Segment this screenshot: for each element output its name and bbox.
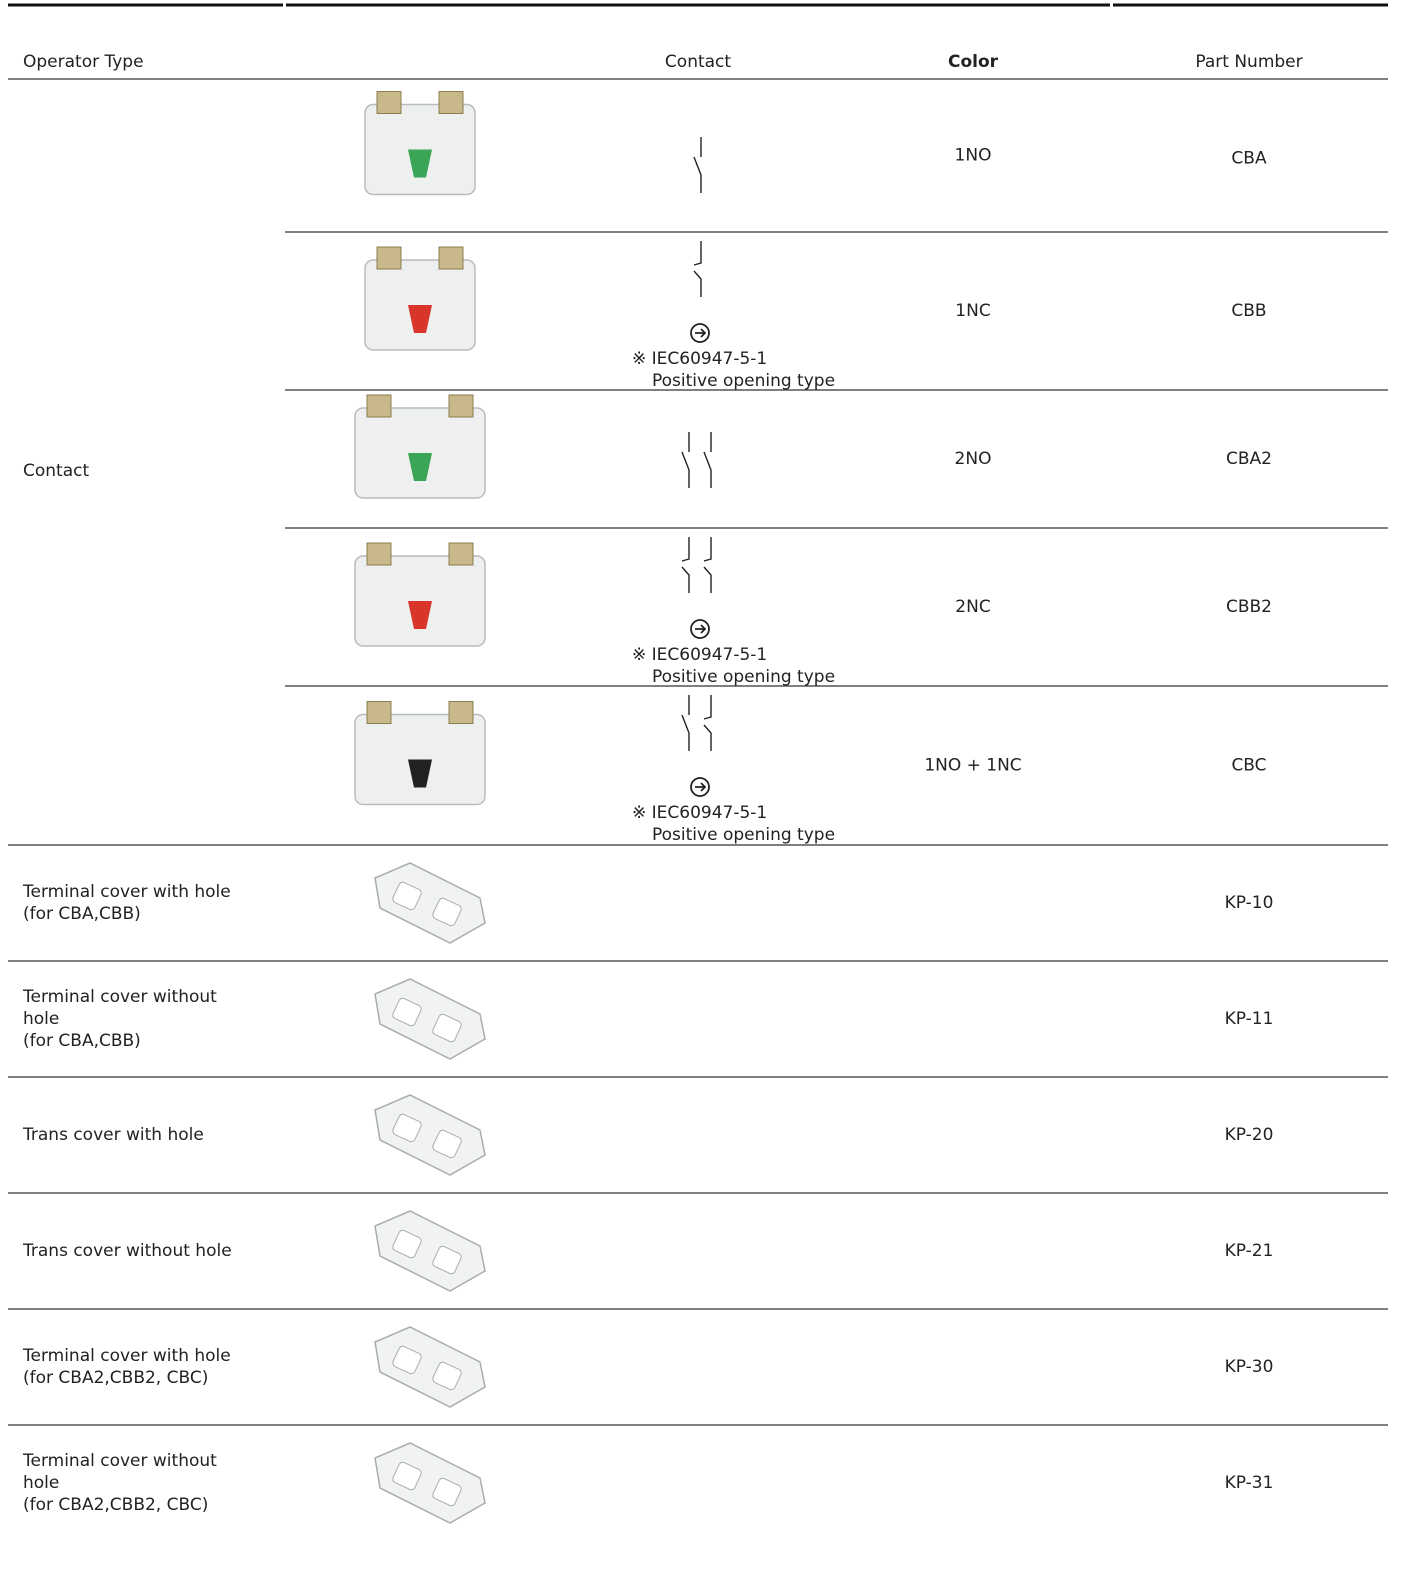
operator-type: Terminal cover with hole bbox=[22, 882, 231, 902]
positive-opening-icon bbox=[690, 777, 710, 797]
group-label: Contact bbox=[23, 461, 89, 481]
color-cell: 1NC bbox=[955, 301, 990, 321]
product-image bbox=[448, 701, 474, 724]
header-cell: Part Number bbox=[1195, 52, 1302, 72]
product-image bbox=[408, 453, 432, 481]
product-image bbox=[366, 542, 392, 566]
color-cell: 1NO bbox=[955, 146, 992, 166]
contact-symbol bbox=[693, 241, 702, 297]
part-number: CBB bbox=[1231, 301, 1266, 321]
operator-type: (for CBA,CBB) bbox=[23, 1031, 141, 1051]
product-image bbox=[432, 1361, 462, 1391]
note-standard: ※ IEC60947-5-1 bbox=[632, 645, 767, 665]
product-image bbox=[448, 394, 474, 418]
operator-type: (for CBA,CBB) bbox=[23, 904, 141, 924]
product-image bbox=[376, 246, 402, 270]
product-image bbox=[392, 1461, 422, 1491]
part-number: KP-30 bbox=[1225, 1357, 1274, 1377]
product-image bbox=[438, 246, 464, 270]
product-image bbox=[366, 701, 392, 724]
header-cell: Operator Type bbox=[23, 52, 144, 72]
product-image bbox=[374, 978, 486, 1060]
color-cell: 2NC bbox=[955, 597, 990, 617]
positive-opening-icon bbox=[695, 782, 707, 792]
note-description: Positive opening type bbox=[652, 667, 835, 687]
product-image bbox=[374, 1094, 486, 1176]
part-number: CBA bbox=[1231, 149, 1267, 169]
product-image bbox=[448, 542, 474, 566]
product-image bbox=[392, 1113, 422, 1143]
operator-type: Trans cover with hole bbox=[22, 1125, 204, 1145]
positive-opening-icon bbox=[690, 323, 710, 343]
header-cell: Color bbox=[948, 52, 999, 72]
product-image bbox=[374, 1326, 486, 1408]
product-image bbox=[432, 1477, 462, 1507]
product-image bbox=[408, 759, 432, 788]
part-number: KP-31 bbox=[1225, 1473, 1274, 1493]
product-image bbox=[392, 1345, 422, 1375]
operator-type: hole bbox=[23, 1473, 59, 1493]
product-image bbox=[408, 601, 432, 629]
product-image bbox=[366, 394, 392, 418]
product-image bbox=[374, 1442, 486, 1524]
note-description: Positive opening type bbox=[652, 825, 835, 845]
product-image bbox=[374, 1210, 486, 1292]
product-image bbox=[438, 91, 464, 114]
positive-opening-icon bbox=[690, 619, 710, 639]
product-image bbox=[432, 1129, 462, 1159]
contact-symbol bbox=[681, 432, 712, 488]
header-cell: Contact bbox=[665, 52, 731, 72]
operator-type: hole bbox=[23, 1009, 59, 1029]
product-image bbox=[408, 149, 432, 178]
part-number: CBC bbox=[1231, 756, 1266, 776]
color-cell: 2NO bbox=[955, 449, 992, 469]
part-number: CBA2 bbox=[1226, 449, 1272, 469]
operator-type: Terminal cover without bbox=[22, 1451, 217, 1471]
contact-symbol bbox=[681, 537, 712, 593]
product-image bbox=[374, 862, 486, 944]
product-image bbox=[392, 1229, 422, 1259]
product-image bbox=[408, 305, 432, 333]
operator-type: Trans cover without hole bbox=[22, 1241, 232, 1261]
operator-type: (for CBA2,CBB2, CBC) bbox=[23, 1495, 208, 1515]
note-standard: ※ IEC60947-5-1 bbox=[632, 803, 767, 823]
operator-type: (for CBA2,CBB2, CBC) bbox=[23, 1368, 208, 1388]
part-number: CBB2 bbox=[1226, 597, 1272, 617]
contact-symbol bbox=[693, 137, 702, 193]
note-description: Positive opening type bbox=[652, 371, 835, 391]
product-image bbox=[432, 1013, 462, 1043]
contact-symbol bbox=[681, 695, 712, 751]
part-number: KP-20 bbox=[1225, 1125, 1274, 1145]
operator-type: Terminal cover without bbox=[22, 987, 217, 1007]
product-image bbox=[432, 897, 462, 927]
positive-opening-icon bbox=[695, 328, 707, 338]
part-number: KP-10 bbox=[1225, 893, 1274, 913]
product-image bbox=[392, 997, 422, 1027]
color-cell: 1NO + 1NC bbox=[924, 756, 1021, 776]
product-image bbox=[376, 91, 402, 114]
operator-type: Terminal cover with hole bbox=[22, 1346, 231, 1366]
part-number: KP-11 bbox=[1225, 1009, 1274, 1029]
positive-opening-icon bbox=[695, 624, 707, 634]
part-number: KP-21 bbox=[1225, 1241, 1274, 1261]
note-standard: ※ IEC60947-5-1 bbox=[632, 349, 767, 369]
product-image bbox=[392, 881, 422, 911]
product-image bbox=[432, 1245, 462, 1275]
